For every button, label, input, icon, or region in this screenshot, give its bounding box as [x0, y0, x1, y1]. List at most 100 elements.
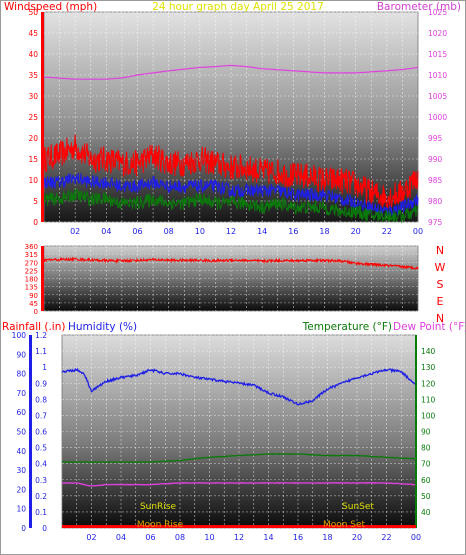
x-tick-label: 02 [70, 227, 80, 236]
humidity-tick-label: 100 [12, 331, 27, 340]
rainfall-tick-label: 0.4 [35, 460, 47, 469]
wind-direction-tick-label: 180 [25, 276, 38, 284]
temperature-tick-label: 120 [421, 379, 436, 388]
wind-direction-series [43, 256, 419, 270]
dewpoint-axis-title: Dew Point (°F) [393, 321, 466, 333]
wind-gust-line [43, 134, 419, 211]
x-tick-label: 16 [288, 227, 298, 236]
rainfall-tick-label: 1.1 [35, 347, 47, 356]
rainfall-tick-label: 0.8 [35, 395, 47, 404]
windspeed-tick-label: 5 [33, 197, 38, 206]
x-tick-label: 10 [195, 227, 205, 236]
x-tick-label: 00 [413, 227, 423, 236]
rainfall-axis-title: Rainfall (.in) [2, 321, 65, 333]
barometer-tick-label: 985 [428, 176, 443, 185]
humidity-tick-label: 30 [16, 466, 26, 475]
temperature-tick-label: 90 [421, 428, 431, 437]
wind-direction-axis-bar [41, 246, 44, 311]
humidity-tick-label: 50 [16, 428, 26, 437]
temperature-axis-ticks: 40 50 60 70 80 90 100 110 120 130 140 [421, 347, 436, 517]
wind-direction-tick-label: 360 [25, 243, 38, 251]
temperature-tick-label: 60 [421, 476, 431, 485]
windspeed-tick-label: 0 [33, 218, 38, 227]
windspeed-tick-label: 50 [28, 8, 38, 17]
x-tick-label: 22 [381, 533, 391, 542]
humidity-axis-title: Humidity (%) [68, 321, 137, 333]
wind-avg-line [43, 173, 419, 217]
x-tick-label: 14 [257, 227, 267, 236]
dewpoint-line [61, 481, 417, 487]
humidity-axis-bar [29, 335, 32, 528]
humidity-temperature-series [61, 367, 417, 487]
temperature-tick-label: 80 [421, 444, 431, 453]
humidity-tick-label: 60 [16, 408, 26, 417]
barometer-tick-label: 980 [428, 197, 443, 206]
temperature-tick-label: 130 [421, 363, 436, 372]
rainfall-tick-label: 0.6 [35, 428, 47, 437]
rainfall-baseline [62, 525, 416, 528]
temperature-tick-label: 140 [421, 347, 436, 356]
barometer-tick-label: 995 [428, 134, 443, 143]
wind-direction-line [43, 256, 419, 270]
x-tick-label: 04 [101, 227, 111, 236]
x-tick-label: 16 [293, 533, 303, 542]
temperature-line [61, 452, 416, 464]
moonrise-label: Moon Rise [137, 520, 184, 530]
x-tick-label: 04 [116, 533, 126, 542]
barometer-tick-label: 1010 [428, 71, 447, 80]
wind-direction-tick-label: 315 [25, 251, 38, 259]
windspeed-tick-label: 45 [28, 29, 38, 38]
humidity-tick-label: 0 [21, 524, 26, 533]
x-tick-label: 18 [322, 533, 332, 542]
barometer-tick-label: 1000 [428, 113, 447, 122]
x-tick-label: 12 [226, 227, 236, 236]
compass-label: N [436, 312, 444, 325]
temperature-tick-label: 110 [421, 395, 436, 404]
compass-label: E [437, 295, 444, 308]
windspeed-axis-ticks: 0 5 10 15 20 25 30 35 40 45 50 [28, 8, 38, 227]
windspeed-axis-title: Windspeed (mph) [4, 1, 97, 13]
humidity-tick-label: 90 [16, 350, 26, 359]
rainfall-tick-label: 0.1 [35, 508, 47, 517]
rainfall-tick-label: 0.2 [35, 492, 47, 501]
x-tick-label: 22 [382, 227, 392, 236]
x-tick-label: 20 [352, 533, 362, 542]
windspeed-tick-label: 25 [28, 113, 38, 122]
rainfall-tick-label: 0.3 [35, 476, 47, 485]
x-tick-label: 18 [319, 227, 329, 236]
windspeed-axis-bar [41, 12, 44, 222]
chart-title: 24 hour graph day April 25 2017 [152, 1, 324, 13]
humidity-line [61, 367, 417, 406]
moonset-label: Moon Set [323, 520, 366, 530]
windspeed-tick-label: 30 [28, 92, 38, 101]
humidity-tick-label: 20 [16, 485, 26, 494]
humidity-tick-label: 40 [16, 447, 26, 456]
sunrise-label: SunRise [140, 502, 177, 512]
compass-label: W [435, 261, 446, 274]
wind-direction-tick-label: 270 [25, 259, 38, 267]
rainfall-tick-label: 0.7 [35, 411, 47, 420]
wind-direction-tick-label: 90 [29, 292, 38, 300]
temperature-axis-bar [415, 335, 417, 528]
wind-direction-tick-label: 225 [25, 267, 38, 275]
wind-direction-grid [44, 245, 418, 312]
barometer-tick-label: 975 [428, 218, 443, 227]
x-tick-label: 08 [175, 533, 185, 542]
x-tick-label: 06 [145, 533, 155, 542]
barometer-tick-label: 990 [428, 155, 443, 164]
windspeed-tick-label: 15 [28, 155, 38, 164]
windspeed-tick-label: 20 [28, 134, 38, 143]
wind-direction-tick-label: 135 [25, 284, 38, 292]
windspeed-tick-label: 10 [28, 176, 38, 185]
x-tick-label: 06 [132, 227, 142, 236]
barometer-line [43, 64, 419, 80]
sunset-label: SunSet [342, 502, 374, 512]
rainfall-tick-label: 0 [42, 524, 47, 533]
wind-direction-tick-label: 0 [34, 308, 38, 316]
temperature-tick-label: 70 [421, 460, 431, 469]
x-tick-label: 12 [234, 533, 244, 542]
barometer-tick-label: 1020 [428, 29, 447, 38]
humidity-tick-label: 70 [16, 389, 26, 398]
